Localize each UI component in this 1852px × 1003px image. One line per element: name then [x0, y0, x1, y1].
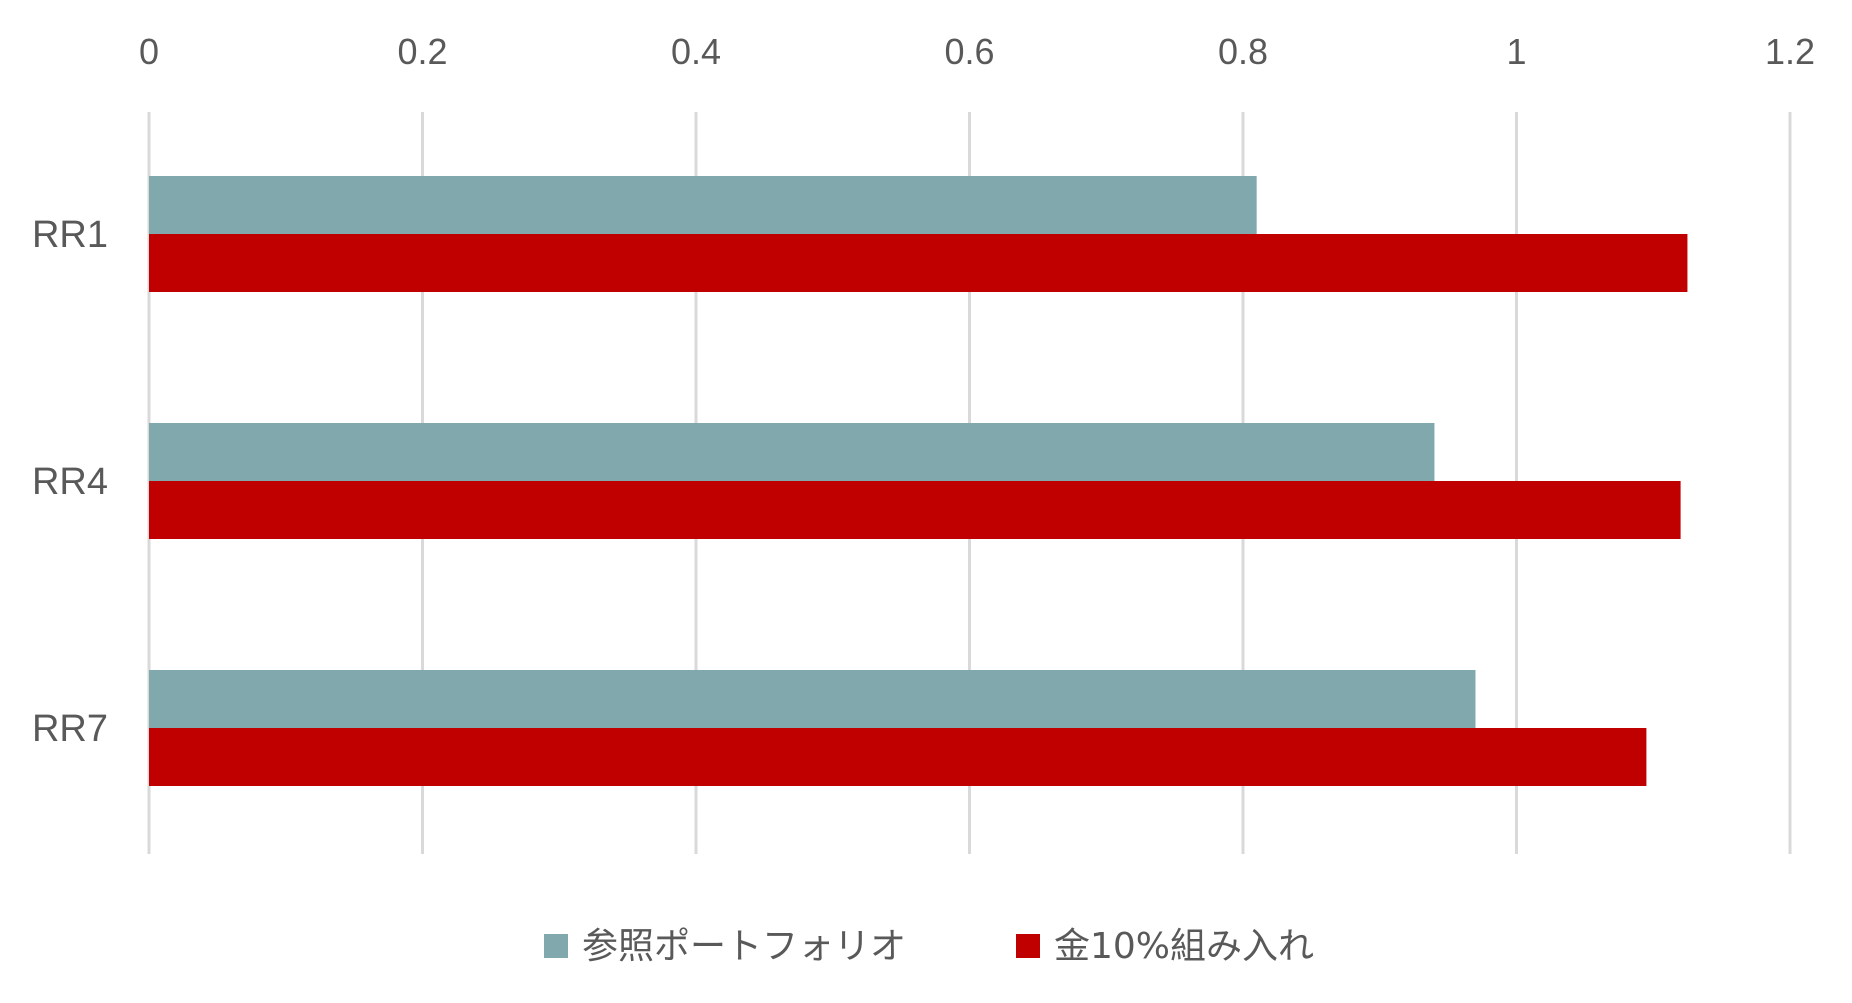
x-tick-label-0: 0	[139, 31, 159, 72]
x-axis-ticks: 0 0.2 0.4 0.6 0.8 1 1.2	[139, 31, 1815, 72]
legend-label-gold-10pct: 金10%組み入れ	[1054, 926, 1314, 967]
bar-rr4-series-0	[149, 423, 1435, 481]
x-tick-label-3: 0.6	[944, 31, 994, 72]
bar-rr7-series-0	[149, 670, 1476, 728]
legend: 参照ポートフォリオ 金10%組み入れ	[544, 926, 1314, 967]
x-tick-label-2: 0.4	[671, 31, 721, 72]
legend-swatch-reference-portfolio	[544, 934, 568, 958]
x-tick-label-1: 0.2	[397, 31, 447, 72]
legend-label-reference-portfolio: 参照ポートフォリオ	[582, 926, 906, 967]
bar-rr1-series-0	[149, 176, 1257, 234]
category-label-rr7: RR7	[32, 708, 108, 750]
x-tick-label-4: 0.8	[1218, 31, 1268, 72]
bars	[149, 176, 1688, 786]
bar-rr7-series-1	[149, 728, 1647, 786]
category-label-rr1: RR1	[32, 214, 108, 256]
category-label-rr4: RR4	[32, 461, 108, 503]
bar-rr1-series-1	[149, 234, 1688, 292]
legend-swatch-gold-10pct	[1016, 934, 1040, 958]
x-tick-label-6: 1.2	[1765, 31, 1815, 72]
bar-rr4-series-1	[149, 481, 1681, 539]
x-tick-label-5: 1	[1506, 31, 1526, 72]
category-labels: RR1 RR4 RR7	[32, 214, 108, 750]
